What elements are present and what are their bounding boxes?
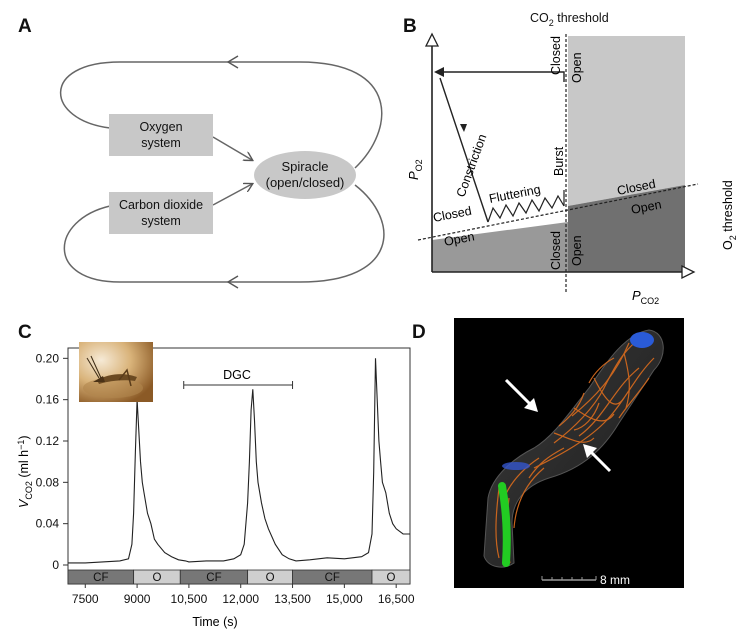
grasshopper-image (79, 342, 153, 402)
burst-trajectory (442, 71, 565, 82)
phase-label-cf: CF (325, 572, 340, 584)
constriction-line (439, 77, 489, 223)
open-top-label: Open (570, 52, 584, 83)
open-region-dark (568, 185, 685, 272)
closed-bottom-label: Closed (549, 231, 563, 270)
arrow-lower (587, 448, 612, 473)
x-tick-label: 9000 (124, 592, 151, 606)
feedback-loop-bottom (63, 184, 385, 283)
top-loop-arrowhead (226, 55, 239, 69)
grasshopper-photo (79, 342, 153, 402)
y-tick-label: 0.16 (36, 393, 60, 407)
o2-threshold-line (417, 183, 699, 241)
scale-bar-label: 8 mm (600, 573, 630, 587)
open-left-label: Open (443, 229, 476, 249)
closed-left-label: Closed (432, 204, 473, 225)
arrow-lower-head (583, 444, 597, 458)
blue-spot-mid (502, 462, 530, 470)
panel-b-phase-diagram: CO2 threshold Closed Open Closed Open Co… (406, 11, 738, 306)
panel-label-b: B (403, 16, 417, 37)
open-region-low (432, 222, 568, 272)
x-tick-label: 15,000 (326, 592, 363, 606)
panel-a-loop-diagram (59, 55, 385, 289)
y-axis-label: PO2 (406, 159, 424, 180)
panel-label-c: C (18, 322, 32, 343)
phase-label-o: O (152, 572, 161, 584)
o2-threshold-label: O2 threshold (721, 180, 738, 250)
arrow-upper-head (524, 398, 538, 412)
oxygen-system-line1: Oxygen (139, 120, 183, 134)
green-structure (498, 482, 511, 567)
constriction-label: Constriction (454, 132, 490, 199)
oxygen-system-box: Oxygen system (109, 114, 213, 156)
tracheal-network (495, 335, 655, 564)
phase-label-o: O (387, 572, 396, 584)
y-tick-label: 0.12 (36, 434, 60, 448)
x-tick-label: 10,500 (171, 592, 208, 606)
panel-label-d: D (412, 322, 426, 343)
phase-label-cf: CF (93, 572, 108, 584)
phase-segment-o (371, 569, 411, 585)
vco2-series-line (68, 358, 410, 564)
x-tick-label: 16,500 (378, 592, 415, 606)
spiracle-ellipse: Spiracle (open/closed) (254, 151, 356, 199)
co2-to-spiracle-arrow (212, 184, 252, 206)
y-tick-label: 0 (52, 558, 59, 572)
oxygen-system-line2: system (141, 136, 181, 150)
bottom-loop-arrowhead (226, 275, 239, 289)
x-tick-label: 7500 (72, 592, 99, 606)
panel-d-tracheal-scan: 8 mm (454, 318, 684, 588)
co2-system-line1: Carbon dioxide (118, 198, 204, 212)
spiracle-line2: (open/closed) (265, 175, 345, 190)
phase-label-o: O (266, 572, 275, 584)
x-axis-label: PCO2 (632, 288, 659, 306)
x-axis-label: Time (s) (192, 615, 237, 629)
panel-c-co2-chart: 0 0.04 0.08 0.12 0.16 0.20 7500 9000 10,500 12,00… (16, 347, 415, 629)
panel-label-a: A (18, 16, 32, 37)
scale-bar-ticks (541, 576, 597, 580)
blue-spot-head (630, 332, 654, 348)
burst-label: Burst (552, 146, 566, 176)
constriction-arrowhead (460, 124, 467, 132)
open-right-label: Open (630, 197, 663, 217)
open-bottom-label: Open (570, 235, 584, 266)
x-tick-label: 13,500 (274, 592, 311, 606)
y-tick-label: 0.20 (36, 351, 60, 365)
x-axis-arrowhead (681, 264, 696, 280)
oxygen-to-spiracle-arrow (212, 136, 252, 160)
burst-arrowhead (434, 67, 444, 77)
dgc-label: DGC (223, 368, 251, 382)
feedback-loop-top (59, 61, 383, 169)
y-axis-label: VCO2 (ml h−1) (16, 435, 34, 508)
y-tick-label: 0.08 (36, 475, 60, 489)
spiracle-line1: Spiracle (281, 159, 329, 174)
closed-top-label: Closed (549, 36, 563, 75)
phase-label-cf: CF (206, 572, 221, 584)
y-tick-label: 0.04 (36, 517, 60, 531)
fluttering-zigzag (487, 194, 565, 223)
y-axis-arrowhead (424, 32, 440, 47)
x-tick-label: 12,000 (222, 592, 259, 606)
co2-threshold-label: CO2 threshold (530, 11, 609, 28)
co2-system-box: Carbon dioxide system (109, 192, 213, 234)
arrow-upper (504, 378, 534, 408)
co2-system-line2: system (141, 214, 181, 228)
open-region-light (568, 36, 685, 206)
